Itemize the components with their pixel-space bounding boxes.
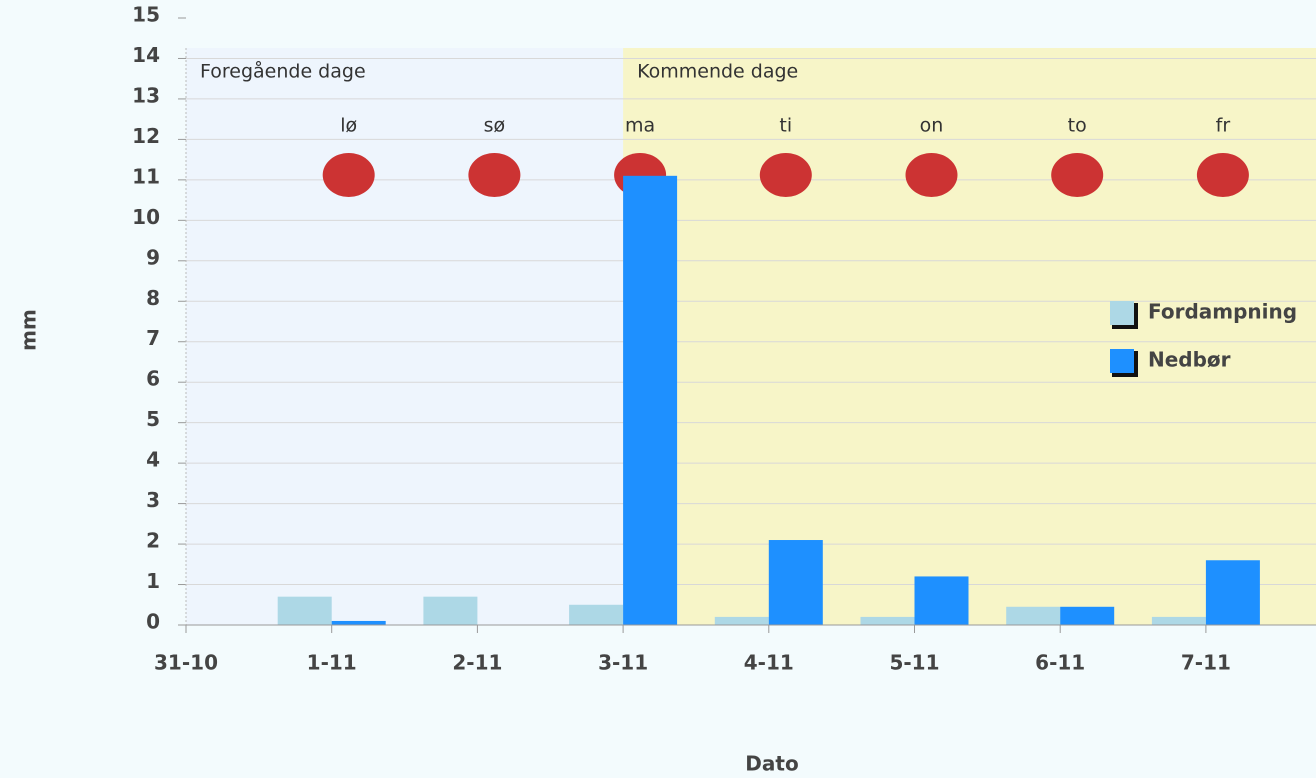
weather-icon xyxy=(759,153,812,197)
bar xyxy=(331,620,386,625)
bar xyxy=(714,616,769,625)
y-tick-label: 9 xyxy=(146,245,160,269)
day-label: to xyxy=(1068,115,1087,137)
legend-label: Nedbør xyxy=(1148,348,1231,372)
x-tick-label: 6-11 xyxy=(1035,651,1085,675)
x-tick-label: 31-10 xyxy=(154,651,218,675)
day-label: ma xyxy=(625,115,655,137)
legend-swatch xyxy=(1110,301,1134,325)
x-tick-label: 5-11 xyxy=(889,651,939,675)
bar xyxy=(860,616,915,625)
x-tick-label: 3-11 xyxy=(598,651,648,675)
weather-icon xyxy=(905,153,958,197)
y-tick-label: 14 xyxy=(132,43,160,67)
y-tick-label: 0 xyxy=(146,610,160,634)
x-axis-label: Dato xyxy=(745,752,798,776)
y-axis-label: mm xyxy=(17,309,41,351)
y-tick-label: 2 xyxy=(146,529,160,553)
legend-swatch xyxy=(1110,349,1134,373)
y-tick-label: 6 xyxy=(146,367,160,391)
y-tick-label: 7 xyxy=(146,326,160,350)
day-label: on xyxy=(920,115,944,137)
legend-label: Fordampning xyxy=(1148,300,1297,324)
weather-icon xyxy=(1051,153,1104,197)
x-tick-label: 7-11 xyxy=(1181,651,1231,675)
weather-icon xyxy=(322,153,375,197)
bar xyxy=(1151,616,1206,625)
bar xyxy=(768,540,823,625)
day-label: ti xyxy=(779,115,792,137)
day-label: lø xyxy=(340,115,357,137)
bar xyxy=(623,175,678,625)
region-label: Foregående dage xyxy=(200,60,366,83)
y-tick-label: 5 xyxy=(146,407,160,431)
weather-icon xyxy=(468,153,521,197)
y-tick-label: 11 xyxy=(132,164,160,188)
bar xyxy=(1060,606,1115,625)
y-tick-label: 12 xyxy=(132,124,160,148)
y-tick-label: 15 xyxy=(132,3,160,27)
y-tick-label: 10 xyxy=(132,205,160,229)
day-label: sø xyxy=(484,115,506,137)
day-label: fr xyxy=(1216,115,1231,137)
bar xyxy=(569,604,624,625)
y-tick-label: 3 xyxy=(146,488,160,512)
bar xyxy=(914,576,969,625)
region-future xyxy=(623,48,1316,625)
region-label: Kommende dage xyxy=(637,61,798,83)
y-tick-label: 8 xyxy=(146,286,160,310)
x-tick-label: 2-11 xyxy=(452,651,502,675)
weather-icon xyxy=(1196,153,1249,197)
region-past xyxy=(186,48,624,625)
x-tick-label: 1-11 xyxy=(307,651,357,675)
bar xyxy=(423,596,478,625)
y-tick-label: 1 xyxy=(146,569,160,593)
y-tick-label: 13 xyxy=(132,83,160,107)
bar xyxy=(1006,606,1061,625)
y-tick-label: 4 xyxy=(146,448,160,472)
bar xyxy=(1205,560,1260,625)
x-tick-label: 4-11 xyxy=(744,651,794,675)
bar xyxy=(277,596,332,625)
